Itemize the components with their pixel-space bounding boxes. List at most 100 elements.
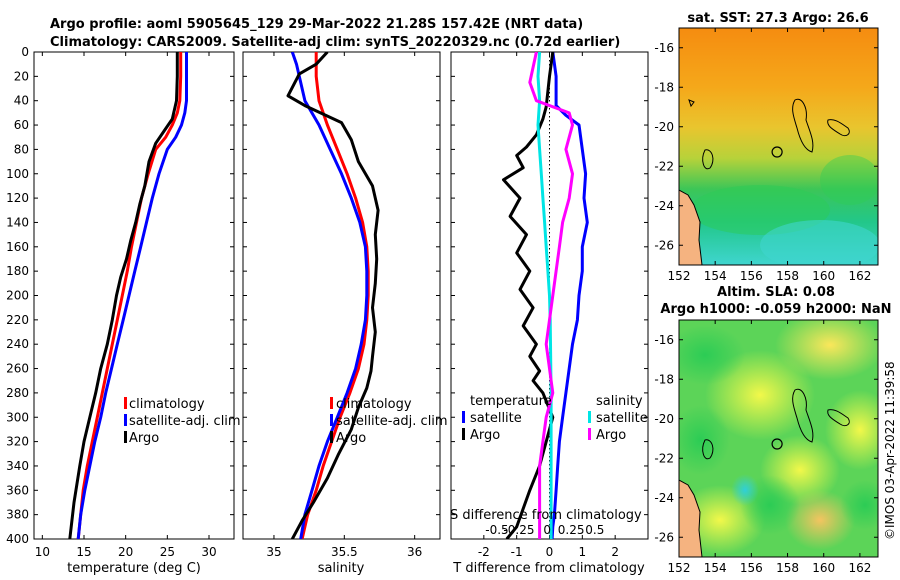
s-tick-label: 0 (543, 523, 551, 537)
x-tick-label: -1 (511, 545, 523, 559)
y-tick-label: 0 (21, 45, 29, 59)
x-tick-label: 152 (668, 561, 691, 575)
sla-map-field (679, 320, 878, 557)
s-tick-label: -0.5 (485, 523, 508, 537)
sla-map-subtitle: Argo h1000: -0.059 h2000: NaN (660, 302, 891, 317)
x-tick-label: 15 (76, 545, 91, 559)
y-tick-label: 120 (6, 191, 29, 205)
sla-low-blob (840, 480, 878, 530)
legend-swatch-satellite (330, 414, 333, 426)
salinity-y-ticks (243, 51, 440, 540)
x-tick-label: 2 (611, 545, 619, 559)
y-tick-label: 320 (6, 435, 29, 449)
x-tick-label: 158 (776, 561, 799, 575)
x-tick-label: 10 (35, 545, 50, 559)
x-tick-label: 160 (812, 269, 835, 283)
series-line-salinity-argo (528, 52, 574, 539)
x-tick-label: 35 (266, 545, 281, 559)
sla-map-title: Altim. SLA: 0.08 (717, 285, 835, 300)
difference-panel: -2 -1 0 1 2 T difference from climatology S … (450, 51, 649, 576)
sla-map-x-ticks: 152 154 156 158 160 162 (668, 320, 871, 575)
legend-swatch-t-satellite (462, 411, 465, 423)
temperature-axes-frame (33, 51, 235, 540)
sla-high-blob (825, 390, 878, 470)
y-tick-label: -16 (654, 333, 674, 347)
x-tick-label: 158 (776, 269, 799, 283)
legend-swatch-s-satellite (588, 411, 591, 423)
y-tick-label: 220 (6, 313, 29, 327)
y-tick-label: -22 (654, 159, 674, 173)
difference-y-ticks (451, 51, 648, 540)
y-tick-label: -26 (654, 238, 674, 252)
legend-label-satellite: satellite-adj. clim (336, 414, 448, 429)
reef-outline (688, 99, 695, 108)
x-tick-label: 154 (704, 269, 727, 283)
series-line-satellite-adj-clim (290, 52, 369, 539)
series-line-temperature-argo (502, 52, 555, 539)
sst-map-title: sat. SST: 27.3 Argo: 26.6 (687, 11, 868, 26)
sst-map-field (679, 28, 878, 265)
legend-label-s-satellite: satellite (596, 411, 648, 426)
legend-swatch-climatology (330, 397, 333, 409)
legend-label-argo: Argo (129, 431, 159, 446)
x-tick-label: 36 (407, 545, 422, 559)
x-tick-label: 30 (201, 545, 216, 559)
s-difference-label: S difference from climatology (450, 508, 642, 523)
sla-map-panel: Altim. SLA: 0.08 Argo h1000: -0.059 h200… (654, 285, 891, 575)
y-tick-label: 40 (14, 94, 29, 108)
figure-title-line1: Argo profile: aoml 5905645_129 29-Mar-20… (50, 17, 583, 32)
temperature-series (68, 52, 188, 539)
x-tick-label: 162 (848, 269, 871, 283)
y-tick-label: -18 (654, 372, 674, 386)
australia-coast (679, 479, 703, 557)
x-tick-label: 0 (546, 545, 554, 559)
reef-outline (827, 119, 850, 137)
y-tick-label: -26 (654, 530, 674, 544)
series-line-satellite-adj-clim (76, 52, 188, 539)
x-tick-label: 1 (579, 545, 587, 559)
sla-high-blob (775, 320, 878, 380)
x-tick-label: -2 (478, 545, 490, 559)
salinity-series (286, 52, 380, 539)
y-tick-label: 400 (6, 532, 29, 546)
t-difference-xlabel: T difference from climatology (452, 561, 645, 576)
y-tick-label: 160 (6, 240, 29, 254)
y-tick-label: 280 (6, 386, 29, 400)
salinity-panel: 35 35.5 36 salinity climatology satellite-… (242, 51, 448, 576)
difference-legend: temperature satellite Argo salinity sate… (462, 394, 648, 443)
argo-position-marker (771, 438, 783, 450)
legend-swatch-t-argo (462, 428, 465, 440)
series-line-argo (286, 52, 380, 539)
reef-outline (827, 409, 850, 427)
sst-map-y-ticks: -16 -18 -20 -22 -24 -26 (654, 41, 878, 252)
legend-label-climatology: climatology (129, 397, 205, 412)
sst-green-patch (820, 155, 878, 205)
y-tick-label: 380 (6, 508, 29, 522)
sla-low-blob (731, 474, 759, 506)
x-tick-label: 160 (812, 561, 835, 575)
australia-coast (679, 189, 703, 265)
argo-position-marker (771, 146, 783, 158)
y-tick-label: 260 (6, 362, 29, 376)
sla-low-blob (679, 325, 745, 385)
temperature-y-ticks: 0 20 40 60 80 100 120 140 160 180 200 220 240 260 280 3… (6, 45, 234, 546)
y-tick-label: 240 (6, 337, 29, 351)
legend-swatch-satellite (124, 414, 127, 426)
legend-label-t-argo: Argo (470, 428, 500, 443)
y-tick-label: -20 (654, 120, 674, 134)
s-tick-label: 0.5 (585, 523, 604, 537)
series-line-temperature-satellite (550, 52, 589, 539)
salinity-legend: climatology satellite-adj. clim Argo (330, 397, 448, 446)
y-tick-label: 80 (14, 142, 29, 156)
x-tick-label: 152 (668, 269, 691, 283)
legend-swatch-climatology (124, 397, 127, 409)
legend-title-salinity: salinity (596, 394, 643, 409)
legend-label-t-satellite: satellite (470, 411, 522, 426)
y-tick-label: 60 (14, 118, 29, 132)
y-tick-label: 360 (6, 483, 29, 497)
reef-outline (702, 149, 714, 170)
y-tick-label: -20 (654, 412, 674, 426)
difference-x-ticks: -2 -1 0 1 2 (478, 52, 619, 559)
x-tick-label: 162 (848, 561, 871, 575)
